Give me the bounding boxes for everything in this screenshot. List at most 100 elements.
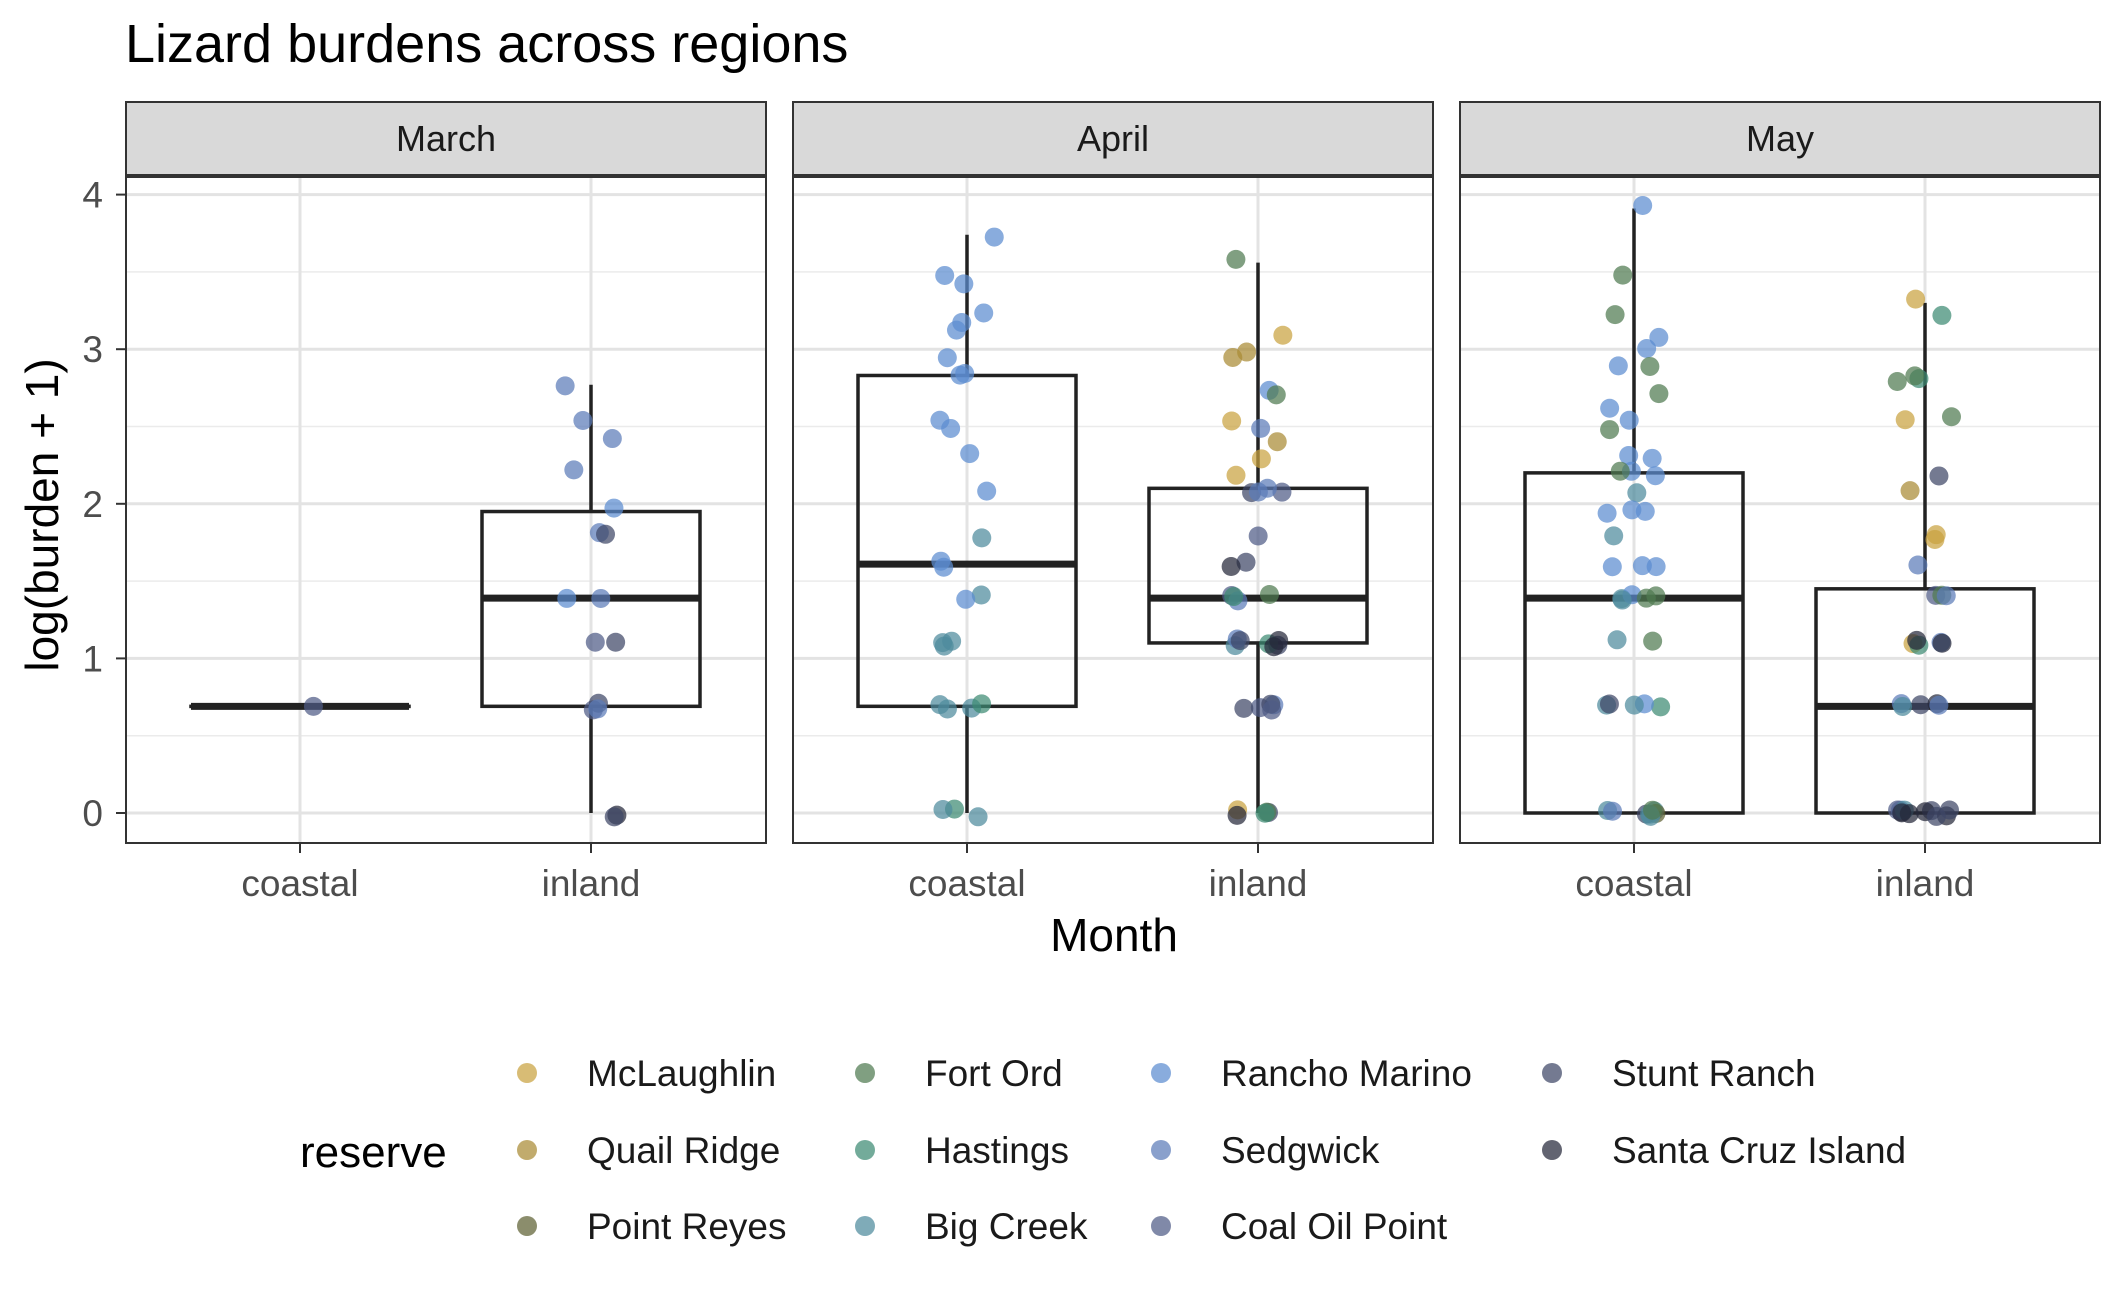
data-point bbox=[1266, 385, 1286, 405]
legend-item-label: Rancho Marino bbox=[1221, 1053, 1472, 1094]
data-point bbox=[1908, 555, 1928, 575]
data-point bbox=[1267, 432, 1287, 452]
legend-item-label: Coal Oil Point bbox=[1221, 1206, 1448, 1247]
legend-key-icon bbox=[855, 1140, 875, 1160]
data-point bbox=[573, 411, 593, 431]
data-point bbox=[1646, 557, 1666, 577]
data-point bbox=[977, 481, 997, 501]
legend-item-stunt-ranch: Stunt Ranch bbox=[1542, 1053, 1816, 1094]
data-point bbox=[1649, 327, 1669, 347]
data-point bbox=[1906, 289, 1926, 309]
x-tick-label: inland bbox=[1876, 863, 1975, 904]
legend-item-label: Big Creek bbox=[925, 1206, 1088, 1247]
facet-strip-label: May bbox=[1746, 118, 1814, 159]
x-tick-label: coastal bbox=[908, 863, 1025, 904]
y-axis: 0 1 2 3 4 bbox=[82, 175, 126, 834]
x-tick-label: coastal bbox=[241, 863, 358, 904]
data-point bbox=[1597, 503, 1617, 523]
data-point bbox=[564, 460, 584, 480]
data-point bbox=[1632, 556, 1652, 576]
data-point bbox=[937, 348, 957, 368]
data-point bbox=[972, 694, 992, 714]
data-point bbox=[934, 557, 954, 577]
data-point bbox=[1900, 481, 1920, 501]
legend-key-icon bbox=[855, 1216, 875, 1236]
data-point bbox=[1607, 630, 1627, 650]
legend-key-icon bbox=[1542, 1140, 1562, 1160]
data-point bbox=[1224, 587, 1244, 607]
data-point bbox=[602, 429, 622, 449]
data-point bbox=[1636, 588, 1656, 608]
data-point bbox=[1649, 384, 1669, 404]
data-point bbox=[1619, 410, 1639, 430]
data-point bbox=[596, 524, 616, 544]
data-point bbox=[1602, 557, 1622, 577]
facet-strip-label: March bbox=[396, 118, 496, 159]
data-point bbox=[1624, 695, 1644, 715]
y-tick-label: 0 bbox=[82, 793, 103, 834]
data-point bbox=[1608, 356, 1628, 376]
data-point bbox=[1222, 411, 1242, 431]
data-point bbox=[1273, 325, 1293, 345]
data-point bbox=[1264, 637, 1284, 657]
panel-background bbox=[126, 176, 766, 843]
data-point bbox=[1895, 410, 1915, 430]
data-point bbox=[1907, 630, 1927, 650]
data-point bbox=[968, 807, 988, 827]
facet-strip-label: April bbox=[1077, 118, 1149, 159]
data-point bbox=[955, 364, 975, 384]
data-point bbox=[946, 320, 966, 340]
data-point bbox=[974, 303, 994, 323]
facet-panel-may: May coastal inland bbox=[1459, 101, 2101, 904]
data-point bbox=[1605, 305, 1625, 325]
x-axis-title: Month bbox=[1050, 909, 1178, 961]
data-point bbox=[1637, 339, 1657, 359]
data-point bbox=[1642, 448, 1662, 468]
legend-title: reserve bbox=[300, 1128, 447, 1177]
legend-item-big-creek: Big Creek bbox=[855, 1206, 1088, 1247]
data-point bbox=[588, 699, 608, 719]
data-point bbox=[1892, 803, 1912, 823]
data-point bbox=[604, 498, 624, 518]
data-point bbox=[1643, 631, 1663, 651]
facet-panel-april: April coastal inland bbox=[792, 101, 1434, 904]
legend-item-label: Santa Cruz Island bbox=[1612, 1130, 1906, 1171]
data-point bbox=[1600, 398, 1620, 418]
data-point bbox=[1230, 631, 1250, 651]
data-point bbox=[1255, 803, 1275, 823]
data-point bbox=[606, 632, 626, 652]
x-tick-label: inland bbox=[1209, 863, 1308, 904]
data-point bbox=[1226, 249, 1246, 269]
legend-key-icon bbox=[517, 1140, 537, 1160]
data-point bbox=[557, 588, 577, 608]
legend-item-rancho-marino: Rancho Marino bbox=[1151, 1053, 1472, 1094]
data-point bbox=[1604, 526, 1624, 546]
data-point bbox=[1645, 466, 1665, 486]
facet-panels: March coastal inland April coastal inland May c… bbox=[125, 101, 2101, 904]
data-point bbox=[1633, 196, 1653, 216]
data-point bbox=[1259, 584, 1279, 604]
data-point bbox=[937, 699, 957, 719]
facet-panel-march: March coastal inland bbox=[125, 101, 767, 904]
data-point bbox=[1926, 806, 1946, 826]
data-point bbox=[1248, 526, 1268, 546]
data-point bbox=[971, 585, 991, 605]
data-point bbox=[1251, 418, 1271, 438]
data-point bbox=[1272, 482, 1292, 502]
data-point bbox=[1887, 372, 1907, 392]
legend-key-icon bbox=[855, 1063, 875, 1083]
data-point bbox=[1603, 801, 1623, 821]
data-point bbox=[303, 696, 323, 716]
data-point bbox=[956, 589, 976, 609]
data-point bbox=[935, 265, 955, 285]
data-point bbox=[1262, 700, 1282, 720]
data-point bbox=[1236, 552, 1256, 572]
legend: reserve McLaughlin Quail Ridge Point Reyes… bbox=[300, 1053, 1906, 1247]
data-point bbox=[1893, 696, 1913, 716]
legend-item-fort-ord: Fort Ord bbox=[855, 1053, 1063, 1094]
data-point bbox=[1251, 449, 1271, 469]
data-point bbox=[1610, 461, 1630, 481]
data-point bbox=[933, 799, 953, 819]
legend-item-mclaughlin: McLaughlin bbox=[517, 1053, 776, 1094]
x-tick-label: inland bbox=[542, 863, 641, 904]
